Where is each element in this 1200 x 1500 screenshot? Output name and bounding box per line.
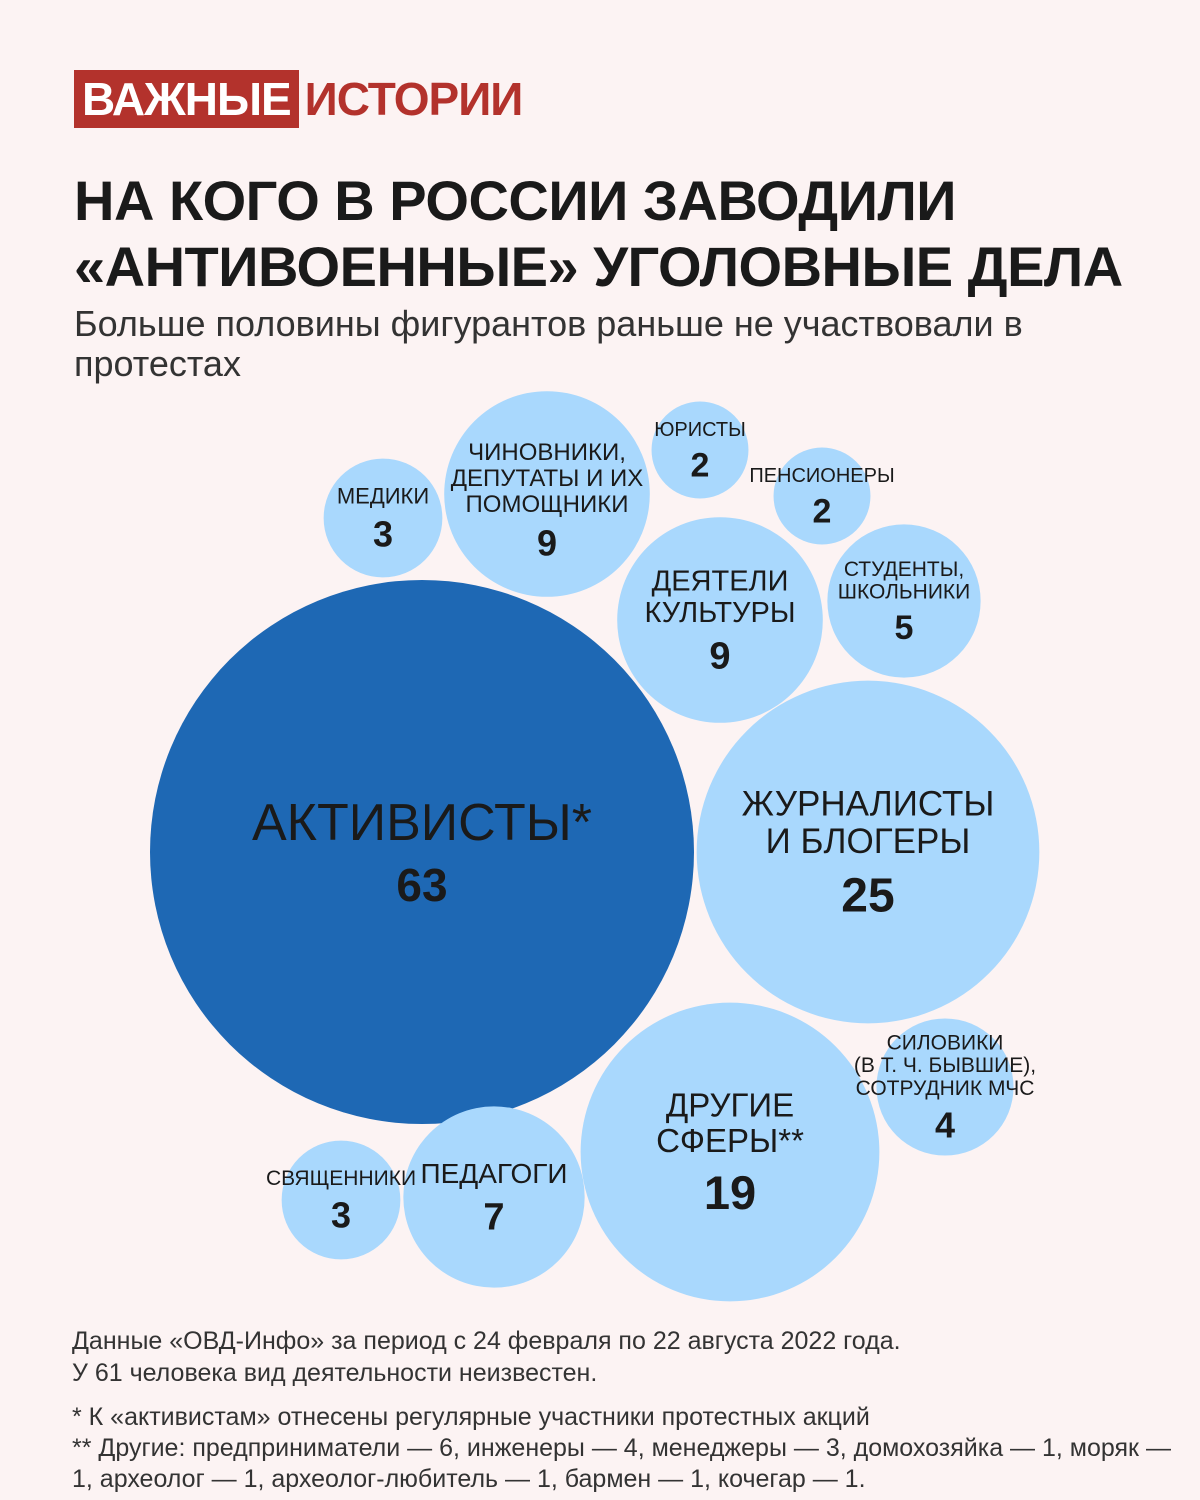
footer-unknown: У 61 человека вид деятельности неизвесте… [72, 1359, 598, 1387]
bubble-value-чиновники-депутаты-и-их-помощники: 9 [537, 522, 557, 563]
brand-logo: ВАЖНЫЕ ИСТОРИИ [74, 70, 524, 128]
bubble-label-силовики-в-т-ч-бывшие-сотрудник-мчс-line-3: СОТРУДНИК МЧС [856, 1077, 1035, 1100]
bubble-label-другие-сферы-line-1: ДРУГИЕ [666, 1086, 794, 1123]
bubble-value-деятели-культуры: 9 [709, 636, 730, 678]
bubble-value-студенты-школьники: 5 [895, 609, 914, 647]
bubble-священники [281, 1140, 401, 1260]
bubble-label-чиновники-депутаты-и-их-помощники-line-3: ПОМОЩНИКИ [466, 491, 629, 518]
bubble-медики [323, 458, 443, 578]
bubble-value-юристы: 2 [691, 446, 710, 484]
bubble-value-активисты: 63 [396, 859, 447, 911]
bubble-label-медики: МЕДИКИ [337, 483, 429, 508]
bubble-другие-сферы [580, 1002, 880, 1302]
bubble-label-студенты-школьники-line-2: ШКОЛЬНИКИ [838, 581, 971, 604]
brand-logo-text: ИСТОРИИ [304, 73, 524, 125]
page-title: НА КОГО В РОССИИ ЗАВОДИЛИ «АНТИВОЕННЫЕ» … [74, 169, 1123, 298]
bubble-label-силовики-в-т-ч-бывшие-сотрудник-мчс-line-2: (В Т. Ч. БЫВШИЕ), [854, 1054, 1036, 1077]
bubble-силовики-в-т-ч-бывшие-сотрудник-мчс [876, 1018, 1014, 1156]
bubble-студенты-школьники [827, 524, 981, 678]
page-subtitle: Больше половины фигурантов раньше не уча… [74, 303, 1023, 384]
footer-note-other: ** Другие: предприниматели — 6, инженеры… [72, 1434, 1171, 1493]
bubble-label-другие-сферы-line-2: СФЕРЫ** [656, 1122, 804, 1159]
bubble-label-деятели-культуры-line-1: ДЕЯТЕЛИ [652, 566, 789, 598]
bubble-value-медики: 3 [373, 513, 393, 554]
bubble-value-силовики-в-т-ч-бывшие-сотрудник-мчс: 4 [935, 1104, 955, 1145]
bubble-журналисты-и-блогеры [696, 680, 1040, 1024]
footer-note-activists: * К «активистам» отнесены регулярные уча… [72, 1403, 870, 1431]
bubble-value-журналисты-и-блогеры: 25 [841, 870, 894, 923]
bubble-value-пенсионеры: 2 [813, 492, 832, 530]
bubble-label-педагоги: ПЕДАГОГИ [420, 1158, 567, 1189]
bubble-активисты [150, 580, 694, 1124]
bubble-value-священники: 3 [331, 1195, 351, 1236]
bubble-педагоги [403, 1106, 585, 1288]
bubble-label-журналисты-и-блогеры-line-1: ЖУРНАЛИСТЫ [742, 784, 995, 823]
bubble-label-студенты-школьники-line-1: СТУДЕНТЫ, [844, 558, 964, 581]
footer-source: Данные «ОВД-Инфо» за период с 24 февраля… [72, 1327, 901, 1355]
bubble-юристы [651, 401, 749, 499]
bubble-деятели-культуры [617, 517, 823, 723]
bubble-чиновники-депутаты-и-их-помощники [444, 391, 650, 597]
bubble-value-другие-сферы: 19 [704, 1166, 756, 1219]
bubble-label-юристы: ЮРИСТЫ [654, 419, 746, 441]
bubble-label-журналисты-и-блогеры-line-2: И БЛОГЕРЫ [766, 822, 971, 861]
bubble-пенсионеры [773, 447, 871, 545]
bubble-label-чиновники-депутаты-и-их-помощники-line-1: ЧИНОВНИКИ, [468, 439, 626, 466]
bubble-label-деятели-культуры-line-2: КУЛЬТУРЫ [645, 597, 796, 629]
bubble-label-чиновники-депутаты-и-их-помощники-line-2: ДЕПУТАТЫ И ИХ [451, 465, 644, 492]
bubble-label-пенсионеры: ПЕНСИОНЕРЫ [749, 465, 894, 487]
brand-logo-box: ВАЖНЫЕ [74, 70, 299, 128]
bubble-value-педагоги: 7 [483, 1196, 504, 1238]
bubble-label-священники: СВЯЩЕННИКИ [266, 1167, 416, 1190]
bubble-label-активисты: АКТИВИСТЫ* [252, 794, 592, 852]
bubble-label-силовики-в-т-ч-бывшие-сотрудник-мчс-line-1: СИЛОВИКИ [887, 1032, 1004, 1055]
